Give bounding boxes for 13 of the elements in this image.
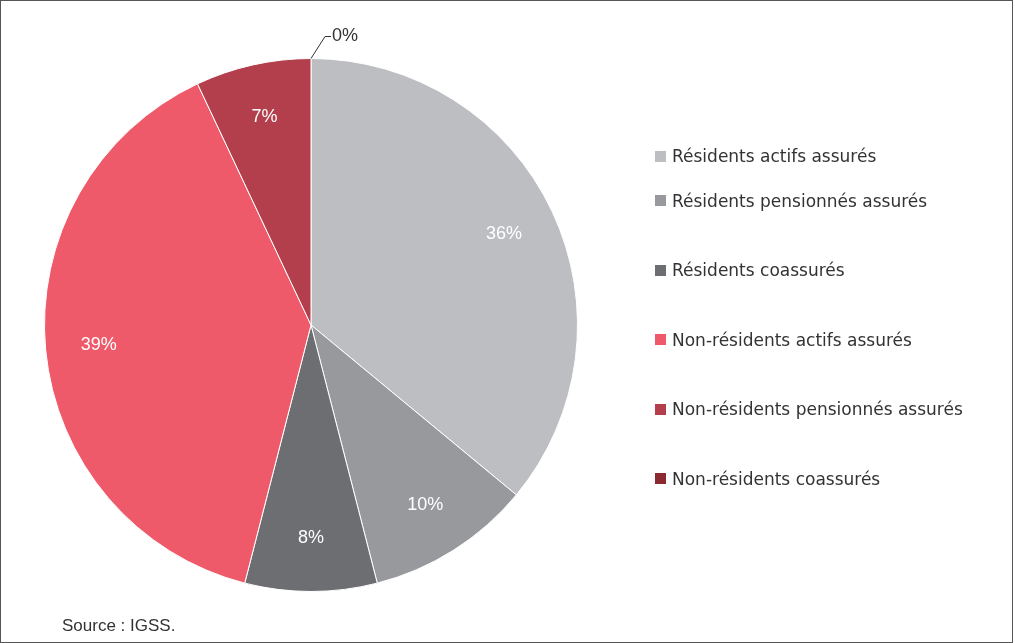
data-label: 10% (407, 493, 444, 514)
data-label: 8% (297, 527, 325, 548)
legend-label: Résidents actifs assurés (672, 146, 877, 166)
data-label: 36% (485, 223, 522, 244)
legend-label: Résidents coassurés (672, 260, 845, 281)
data-label: 39% (80, 334, 117, 355)
source-note: Source : IGSS. (62, 616, 176, 636)
legend-label: Non-résidents actifs assurés (672, 329, 912, 350)
text: 0% (332, 25, 359, 46)
legend-label: Non-résidents pensionnés assurés (672, 399, 963, 420)
data-label: 7% (251, 105, 278, 126)
legend-label: Résidents pensionnés assurés (672, 190, 928, 211)
legend-label: Non-résidents coassurés (672, 468, 881, 489)
